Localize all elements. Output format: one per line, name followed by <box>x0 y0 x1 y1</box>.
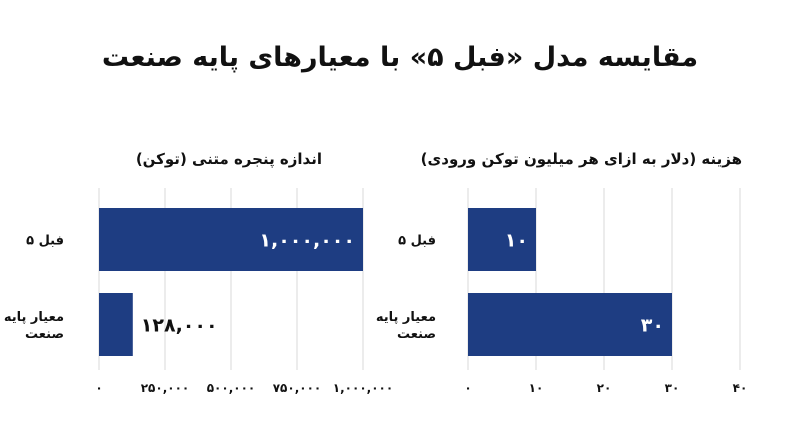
cost-bar <box>468 293 672 356</box>
cost-tick-label: ۲۰ <box>597 381 612 395</box>
context-tick-label: ۰ <box>95 381 102 395</box>
cost-tick-label: ۱۰ <box>529 381 544 395</box>
cost-tick-label: ۰ <box>464 381 471 395</box>
cost-category-label: صنعت <box>397 327 436 342</box>
context-bar <box>99 208 363 271</box>
cost-chart-title: هزینه (دلار به ازای هر میلیون توکن ورودی… <box>420 150 742 168</box>
context-tick-label: ۱,۰۰۰,۰۰۰ <box>333 381 393 395</box>
cost-category-label: معیار پایه <box>376 310 436 325</box>
context-category-label: معیار پایه <box>4 310 64 325</box>
cost-category-label: فبل ۵ <box>398 234 436 249</box>
context-tick-label: ۲۵۰,۰۰۰ <box>141 381 190 395</box>
context-bar <box>99 293 133 356</box>
context-tick-label: ۵۰۰,۰۰۰ <box>207 381 256 395</box>
cost-bar <box>468 208 536 271</box>
cost-tick-label: ۴۰ <box>733 381 748 395</box>
context-window-chart-title: اندازه پنجره متنی (توکن) <box>135 150 322 168</box>
context-category-label: صنعت <box>25 327 64 342</box>
page-title: مقایسه مدل «فبل ۵» با معیارهای پایه صنعت <box>101 42 699 73</box>
cost-tick-label: ۳۰ <box>665 381 680 395</box>
context-value-label: ۱۲۸,۰۰۰ <box>141 315 218 337</box>
context-tick-label: ۷۵۰,۰۰۰ <box>273 381 322 395</box>
cost-value-label: ۱۰ <box>505 230 528 252</box>
context-category-label: فبل ۵ <box>26 234 64 249</box>
context-value-label: ۱,۰۰۰,۰۰۰ <box>259 230 355 252</box>
cost-value-label: ۳۰ <box>641 315 664 337</box>
